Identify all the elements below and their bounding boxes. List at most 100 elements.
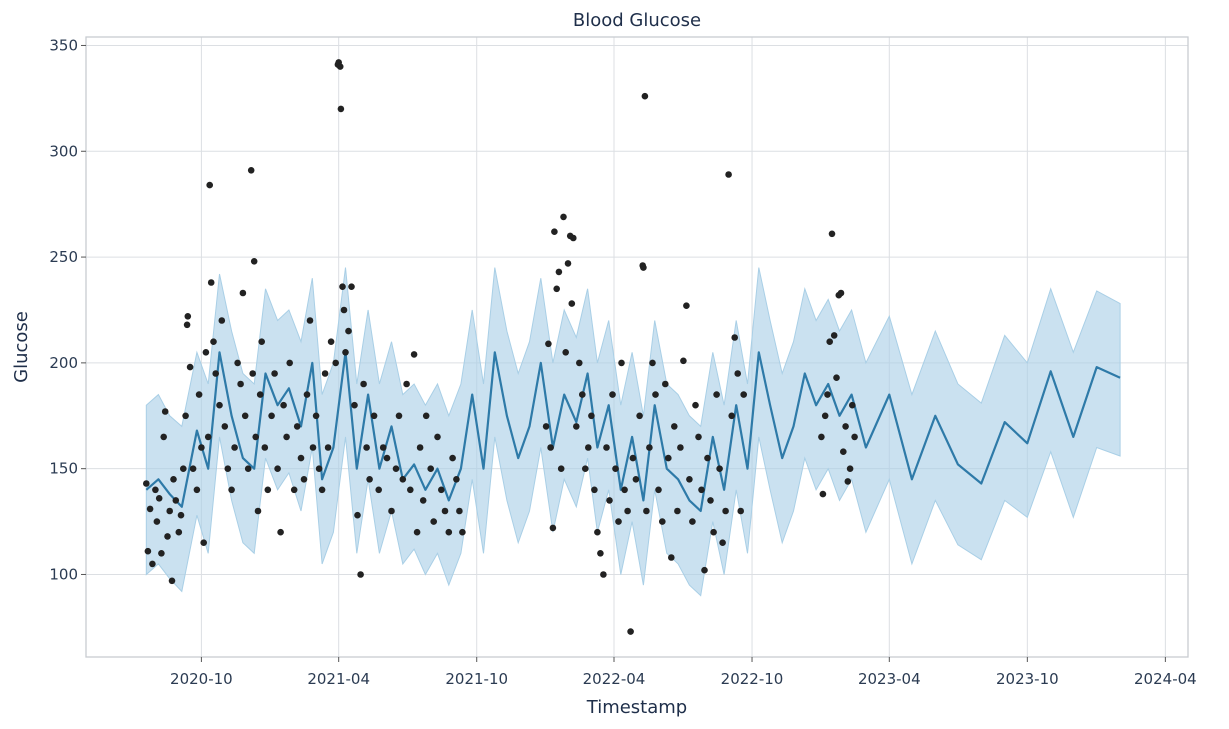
observed-point bbox=[649, 359, 656, 367]
observed-point bbox=[734, 370, 741, 377]
observed-point bbox=[403, 380, 410, 388]
observed-point bbox=[573, 423, 580, 430]
observed-point bbox=[200, 539, 207, 546]
observed-point bbox=[609, 391, 616, 398]
y-tick-label: 250 bbox=[49, 248, 78, 266]
observed-point bbox=[277, 528, 284, 536]
observed-point bbox=[366, 476, 373, 483]
observed-point bbox=[274, 465, 281, 473]
observed-point bbox=[728, 412, 735, 420]
x-tick-label: 2022-10 bbox=[721, 670, 784, 688]
observed-point bbox=[149, 560, 156, 568]
observed-point bbox=[652, 391, 659, 398]
observed-point bbox=[182, 412, 189, 420]
observed-points bbox=[143, 59, 858, 635]
observed-point bbox=[560, 213, 567, 221]
observed-point bbox=[549, 524, 557, 532]
observed-point bbox=[555, 268, 563, 276]
observed-point bbox=[819, 490, 827, 498]
observed-point bbox=[422, 412, 430, 420]
observed-point bbox=[264, 486, 272, 494]
observed-point bbox=[719, 539, 726, 546]
observed-point bbox=[345, 327, 352, 335]
observed-point bbox=[250, 258, 258, 265]
observed-point bbox=[370, 412, 378, 420]
observed-point bbox=[646, 444, 653, 451]
observed-point bbox=[674, 507, 681, 515]
observed-point bbox=[360, 380, 367, 388]
observed-point bbox=[202, 349, 210, 356]
observed-point bbox=[449, 454, 456, 462]
observed-point bbox=[692, 401, 699, 409]
observed-point bbox=[237, 380, 244, 388]
observed-point bbox=[388, 507, 395, 515]
observed-point bbox=[268, 412, 275, 420]
observed-point bbox=[318, 486, 326, 494]
y-tick-label: 300 bbox=[49, 142, 78, 160]
observed-point bbox=[603, 444, 610, 451]
observed-point bbox=[158, 550, 165, 557]
observed-point bbox=[399, 476, 407, 483]
observed-point bbox=[643, 507, 650, 515]
observed-point bbox=[588, 412, 595, 420]
observed-point bbox=[570, 234, 577, 242]
observed-point bbox=[351, 401, 358, 409]
observed-point bbox=[716, 465, 723, 473]
x-tick-label: 2023-04 bbox=[858, 670, 921, 688]
x-tick-label: 2022-04 bbox=[583, 670, 646, 688]
observed-point bbox=[407, 486, 414, 494]
observed-point bbox=[336, 63, 344, 70]
observed-point bbox=[582, 465, 589, 473]
observed-point bbox=[193, 486, 201, 494]
observed-point bbox=[612, 465, 619, 473]
observed-point bbox=[286, 359, 294, 367]
observed-point bbox=[655, 486, 662, 494]
observed-point bbox=[183, 321, 191, 329]
observed-point bbox=[300, 476, 308, 483]
observed-point bbox=[186, 363, 194, 371]
observed-point bbox=[239, 289, 247, 297]
x-tick-label: 2023-10 bbox=[996, 670, 1059, 688]
observed-point bbox=[821, 412, 829, 420]
observed-point bbox=[204, 433, 212, 441]
observed-point bbox=[695, 433, 702, 441]
observed-point bbox=[665, 454, 672, 462]
observed-point bbox=[309, 444, 317, 451]
observed-point bbox=[166, 507, 173, 515]
observed-point bbox=[357, 571, 364, 578]
observed-point bbox=[231, 444, 238, 451]
observed-point bbox=[146, 505, 154, 513]
observed-point bbox=[189, 465, 197, 473]
observed-point bbox=[348, 283, 355, 291]
observed-point bbox=[680, 357, 687, 365]
observed-point bbox=[324, 444, 332, 451]
observed-point bbox=[707, 497, 714, 504]
observed-point bbox=[337, 105, 345, 113]
observed-point bbox=[430, 518, 438, 525]
observed-point bbox=[327, 338, 335, 346]
forecast-line-path bbox=[145, 351, 1121, 513]
observed-point bbox=[218, 317, 226, 324]
observed-point bbox=[241, 412, 249, 420]
observed-point bbox=[659, 518, 666, 525]
observed-point bbox=[340, 306, 348, 314]
observed-point bbox=[824, 391, 831, 398]
observed-point bbox=[379, 444, 387, 451]
observed-point bbox=[627, 628, 634, 635]
observed-point bbox=[153, 518, 161, 525]
observed-point bbox=[851, 433, 858, 441]
forecast-line bbox=[145, 351, 1121, 513]
y-axis-title: Glucose bbox=[11, 311, 32, 383]
observed-point bbox=[456, 507, 463, 515]
observed-point bbox=[459, 528, 466, 536]
observed-point bbox=[713, 391, 720, 398]
observed-point bbox=[363, 444, 370, 451]
observed-point bbox=[247, 167, 255, 174]
observed-point bbox=[383, 454, 391, 462]
observed-point bbox=[849, 401, 856, 409]
observed-point bbox=[413, 528, 421, 536]
observed-point bbox=[621, 486, 628, 494]
observed-point bbox=[662, 380, 669, 388]
observed-point bbox=[175, 528, 183, 536]
observed-point bbox=[837, 289, 845, 297]
